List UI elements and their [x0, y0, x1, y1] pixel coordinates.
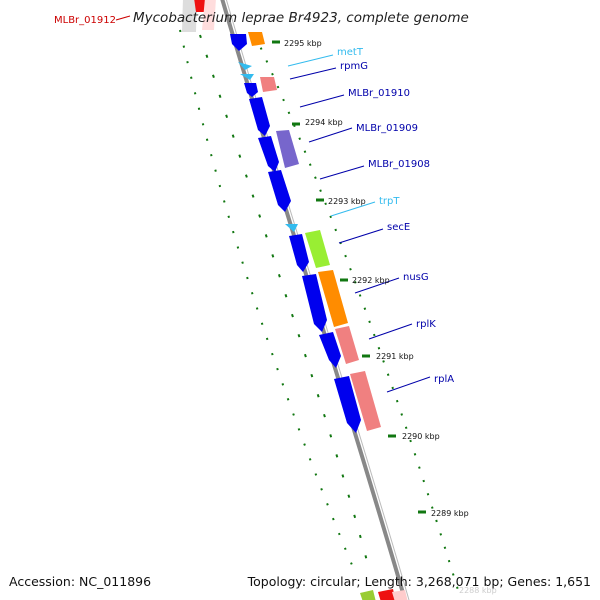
gc-track-outer	[254, 34, 459, 591]
scale-label-2291: 2291 kbp	[376, 352, 414, 361]
feature-pink-3	[350, 371, 381, 431]
scale-label-2290: 2290 kbp	[402, 432, 440, 441]
feature-purple-1	[276, 130, 299, 168]
cds-arrow-rplA	[334, 376, 361, 433]
cds-arrow-secE	[289, 234, 309, 272]
scale-label-2295: 2295 kbp	[284, 39, 322, 48]
gene-leader-secE	[338, 228, 384, 244]
trna-trpT	[285, 224, 298, 232]
gene-label-nusG: nusG	[403, 272, 429, 283]
gene-label-MLBr_01910: MLBr_01910	[348, 88, 410, 99]
cds-arrow-nusG	[302, 274, 327, 332]
bottom-partial-feature-red	[378, 589, 396, 600]
genome-stats-label: Topology: circular; Length: 3,268,071 bp…	[247, 574, 591, 589]
feature-green-1	[305, 230, 330, 268]
gene-leader-rplA	[386, 376, 431, 393]
scale-label-2288: 2288 kbp	[459, 586, 497, 595]
gene-leader-rpmG	[289, 67, 337, 80]
highlight-locus-label: MLBr_01912	[54, 15, 116, 26]
gene-label-MLBr_01909: MLBr_01909	[356, 123, 418, 134]
trna-rpmG-mark	[240, 74, 254, 80]
gene-leader-MLBr_01909	[308, 127, 353, 143]
gene-label-rpmG: rpmG	[340, 61, 368, 72]
map-title: Mycobacterium leprae Br4923, complete ge…	[133, 10, 469, 26]
gene-label-rplA: rplA	[434, 374, 454, 385]
gene-label-secE: secE	[387, 222, 410, 233]
scale-label-2292: 2292 kbp	[352, 276, 390, 285]
scale-label-2293: 2293 kbp	[328, 197, 366, 206]
bottom-partial-feature-pink	[392, 590, 408, 600]
gc-track-middle	[199, 34, 369, 566]
gene-leader-MLBr_01908	[319, 165, 365, 180]
gene-leader-rplK	[368, 323, 413, 340]
top-partial-feature-grey	[182, 0, 197, 32]
cds-arrow-rplK	[319, 332, 341, 368]
cds-arrow-01909	[258, 136, 279, 172]
scale-label-2294: 2294 kbp	[305, 118, 343, 127]
gene-label-metT: metT	[337, 47, 364, 58]
bottom-partial-feature-green	[360, 590, 376, 600]
gene-label-rplK: rplK	[416, 319, 436, 330]
scale-label-2289: 2289 kbp	[431, 509, 469, 518]
gene-leader-MLBr_01910	[299, 94, 345, 108]
cds-arrow-01912	[230, 34, 247, 51]
feature-orange-2	[318, 270, 348, 327]
feature-pink-1	[260, 77, 277, 92]
cds-arrow-01908	[268, 170, 291, 212]
feature-pink-2	[335, 326, 359, 364]
gene-leader-metT	[287, 54, 334, 67]
accession-label: Accession: NC_011896	[9, 574, 152, 589]
highlight-locus-leader	[115, 15, 131, 21]
gene-leader-nusG	[354, 277, 400, 294]
gene-leader-trpT	[330, 201, 376, 217]
feature-orange-1	[248, 32, 265, 46]
cds-arrow-01910	[249, 97, 270, 136]
gene-label-trpT: trpT	[379, 196, 400, 207]
cds-arrow-rpmG	[244, 83, 258, 97]
top-partial-feature-pink	[202, 0, 216, 30]
trna-metT	[238, 62, 252, 70]
gene-label-MLBr_01908: MLBr_01908	[368, 159, 430, 170]
